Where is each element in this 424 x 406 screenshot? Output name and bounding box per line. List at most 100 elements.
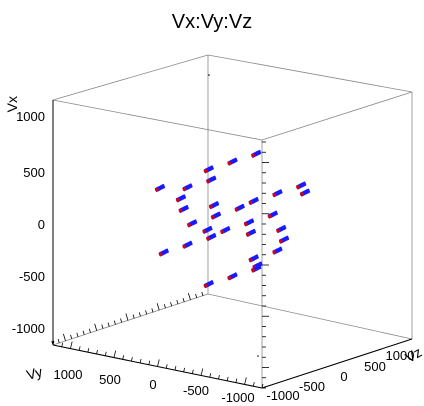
data-point <box>276 228 280 233</box>
vy-tick-mark <box>165 364 168 369</box>
vy-tick-label: -500 <box>183 383 209 398</box>
data-cluster <box>227 157 238 166</box>
data-cluster <box>182 183 193 192</box>
frame-edge <box>52 293 209 346</box>
data-point <box>235 159 238 162</box>
vx-tick-label: -500 <box>19 269 45 284</box>
data-cluster <box>234 203 245 212</box>
vz-tick-mark <box>132 314 135 319</box>
vz-tick-mark <box>151 308 154 313</box>
data-cluster <box>267 210 278 219</box>
vz-tick-mark <box>176 300 179 305</box>
vx-tick-label: 500 <box>23 165 45 180</box>
vz-tick-mark <box>163 304 166 309</box>
vy-tick-mark <box>87 348 90 353</box>
data-point <box>272 250 277 255</box>
vy-tick-mark <box>235 378 238 383</box>
vx-tick-label: -1000 <box>12 321 45 336</box>
data-point <box>220 229 224 234</box>
data-point <box>214 235 217 238</box>
data-point <box>187 223 191 227</box>
data-point <box>251 220 255 223</box>
data-point <box>253 231 257 234</box>
data-cluster <box>248 196 259 205</box>
data-point <box>280 191 283 194</box>
data-cluster <box>272 189 283 198</box>
data-cluster <box>154 184 166 193</box>
vy-tick-mark <box>261 383 264 389</box>
frame-edge <box>207 293 413 340</box>
data-cluster <box>220 226 231 235</box>
data-cluster <box>227 272 238 281</box>
data-point <box>228 228 231 231</box>
data-cluster <box>272 246 283 255</box>
data-cluster <box>158 248 169 257</box>
data-cluster <box>182 240 193 249</box>
vy-tick-mark <box>148 360 151 365</box>
data-cluster <box>245 228 257 237</box>
vz-axis-ticks <box>51 291 204 346</box>
vy-tick-label: 0 <box>149 377 156 392</box>
data-point <box>286 237 290 241</box>
data-point <box>280 248 283 252</box>
vy-tick-mark <box>183 367 186 372</box>
vy-tick-mark <box>70 341 73 349</box>
vz-tick-mark <box>57 338 60 344</box>
frame-edge <box>207 54 413 93</box>
data-cluster <box>251 149 262 158</box>
data-point <box>296 185 300 189</box>
vz-tick-mark <box>145 310 148 315</box>
data-point <box>158 252 163 256</box>
vy-tick-mark <box>209 373 212 378</box>
vy-tick-mark <box>174 365 177 371</box>
data-point <box>304 183 307 186</box>
data-point <box>218 213 222 216</box>
data-point <box>259 152 262 155</box>
vz-tick-mark <box>170 302 173 307</box>
data-cluster <box>206 233 217 242</box>
frame-box <box>52 54 413 389</box>
vz-axis-line <box>261 338 413 389</box>
vy-tick-mark <box>122 355 125 360</box>
data-cluster <box>203 165 214 174</box>
vz-tick-mark <box>70 334 73 339</box>
data-point <box>256 199 259 202</box>
vy-axis-title: Vy <box>25 363 44 383</box>
vy-tick-mark <box>157 359 160 367</box>
vz-tick-label: -1000 <box>266 388 299 403</box>
data-point <box>211 282 214 285</box>
vz-tick-mark <box>101 324 104 329</box>
data-point <box>209 204 213 209</box>
vz-tick-mark <box>82 330 85 335</box>
stray-point <box>208 74 210 76</box>
data-point <box>216 203 220 206</box>
data-points <box>154 149 311 289</box>
vz-tick-mark <box>94 323 98 331</box>
data-point <box>175 198 180 202</box>
data-point <box>307 190 311 193</box>
data-point <box>235 274 238 277</box>
data-point <box>242 206 245 209</box>
vy-tick-mark <box>61 342 64 347</box>
data-point <box>178 208 183 213</box>
vy-tick-mark <box>113 350 117 358</box>
data-point <box>251 153 255 158</box>
vz-tick-mark <box>182 298 185 303</box>
vy-tick-label: -1000 <box>221 390 254 405</box>
vz-tick-mark <box>76 332 79 337</box>
data-point <box>195 221 198 224</box>
data-point <box>214 177 217 181</box>
data-point <box>190 242 193 246</box>
data-point <box>190 185 193 188</box>
data-point <box>248 258 253 262</box>
vz-tick-mark <box>88 328 91 333</box>
data-cluster <box>208 201 220 210</box>
vy-tick-label: 1000 <box>54 367 83 382</box>
data-point <box>154 187 159 192</box>
vy-tick-mark <box>252 382 255 387</box>
vx-axis-ticks <box>262 141 269 389</box>
data-point <box>245 232 250 237</box>
data-point <box>162 186 166 189</box>
data-cluster <box>206 175 217 184</box>
data-cluster <box>299 188 311 197</box>
